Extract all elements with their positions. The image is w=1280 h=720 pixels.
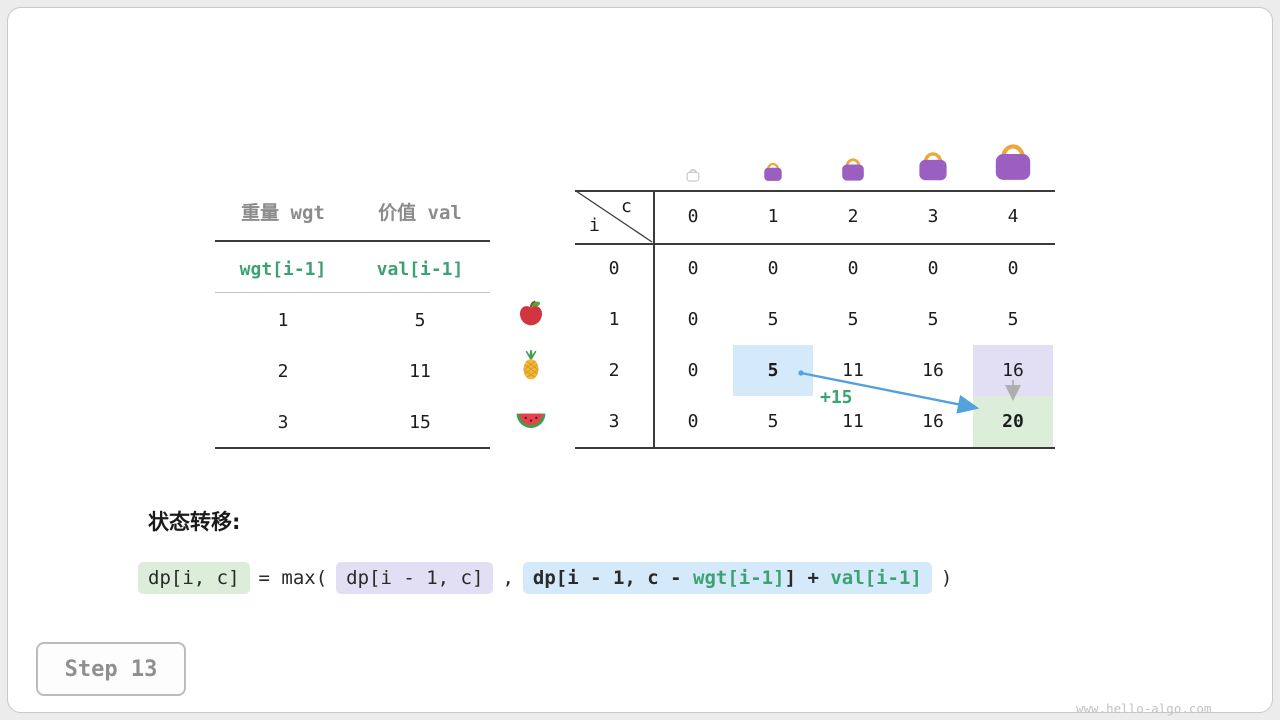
dp-row-header: 3 bbox=[608, 411, 620, 432]
item-row-val: 5 bbox=[414, 309, 426, 331]
dp-col-header: 2 bbox=[847, 206, 859, 227]
bag-outline-icon bbox=[685, 167, 701, 186]
bag-icon-large bbox=[914, 148, 952, 186]
dp-col-header: 4 bbox=[1007, 206, 1019, 227]
watermelon-icon bbox=[515, 410, 547, 434]
dp-cell: 0 bbox=[927, 258, 939, 279]
dp-cell: 5 bbox=[767, 411, 779, 432]
items-header-wgt: 重量 wgt bbox=[241, 201, 325, 224]
dp-cell: 16 bbox=[922, 360, 944, 381]
item-row-wgt: 1 bbox=[277, 309, 289, 331]
dp-current-badge: dp[i, c] bbox=[138, 562, 250, 594]
transition-title: 状态转移: bbox=[148, 510, 241, 534]
items-formula-rule bbox=[215, 292, 490, 293]
items-formula-val: val[i-1] bbox=[376, 258, 464, 280]
formula-equals: = max( bbox=[258, 567, 328, 589]
corner-row-label: i bbox=[589, 215, 600, 236]
dp-col-header: 0 bbox=[687, 206, 699, 227]
dp-cell: 0 bbox=[687, 309, 699, 330]
transition-formula: dp[i, c] = max( dp[i - 1, c] , dp[i - 1,… bbox=[138, 562, 952, 594]
dp-cell: 5 bbox=[927, 309, 939, 330]
formula-comma: , bbox=[502, 567, 514, 589]
dp-header-rule bbox=[575, 243, 1055, 245]
dp-take-badge: dp[i - 1, c - wgt[i-1]] + val[i-1] bbox=[522, 562, 932, 594]
bag-icon-medium bbox=[838, 155, 868, 186]
dp-cell-source: 5 bbox=[733, 345, 813, 396]
dp-cell: 0 bbox=[687, 258, 699, 279]
items-formula-wgt: wgt[i-1] bbox=[239, 258, 327, 280]
dp-vertical-rule bbox=[653, 190, 655, 448]
take-part-3: ] + bbox=[784, 567, 831, 589]
dp-cell-skip: 16 bbox=[973, 345, 1053, 396]
dp-cell-target: 20 bbox=[973, 396, 1053, 447]
bag-icon-small bbox=[761, 160, 785, 186]
dp-cell: 0 bbox=[687, 411, 699, 432]
items-bottom-rule bbox=[215, 447, 490, 449]
dp-cell: 0 bbox=[1007, 258, 1019, 279]
dp-row-header: 2 bbox=[608, 360, 620, 381]
dp-cell: 11 bbox=[842, 411, 864, 432]
dp-cell: 0 bbox=[847, 258, 859, 279]
item-row-wgt: 2 bbox=[277, 360, 289, 382]
dp-cell: 0 bbox=[767, 258, 779, 279]
take-part-val: val[i-1] bbox=[830, 567, 922, 589]
item-row-val: 11 bbox=[409, 360, 431, 382]
main-card bbox=[7, 7, 1273, 713]
pineapple-icon bbox=[518, 349, 544, 385]
arrow-annotation: +15 bbox=[820, 387, 853, 408]
dp-col-header: 3 bbox=[927, 206, 939, 227]
items-header-val: 价值 val bbox=[378, 201, 462, 224]
dp-cell: 5 bbox=[1007, 309, 1019, 330]
watermark: www.hello-algo.com bbox=[1076, 701, 1212, 716]
bag-icon-xlarge bbox=[989, 139, 1037, 186]
items-header-rule bbox=[215, 240, 490, 242]
take-part-1: dp[i - 1, c - bbox=[532, 567, 694, 589]
dp-top-rule bbox=[575, 190, 1055, 192]
apple-icon bbox=[516, 298, 546, 332]
dp-cell: 5 bbox=[847, 309, 859, 330]
dp-skip-badge: dp[i - 1, c] bbox=[336, 562, 494, 594]
dp-row-header: 1 bbox=[608, 309, 620, 330]
dp-bottom-rule bbox=[575, 447, 1055, 449]
item-row-val: 15 bbox=[409, 411, 431, 433]
dp-row-header: 0 bbox=[608, 258, 620, 279]
step-indicator: Step 13 bbox=[36, 642, 186, 696]
dp-cell: 5 bbox=[767, 309, 779, 330]
dp-cell: 16 bbox=[922, 411, 944, 432]
formula-close-paren: ) bbox=[940, 567, 953, 589]
item-row-wgt: 3 bbox=[277, 411, 289, 433]
dp-col-header: 1 bbox=[767, 206, 779, 227]
take-part-wgt: wgt[i-1] bbox=[693, 567, 785, 589]
corner-col-label: c bbox=[621, 196, 632, 217]
dp-cell: 0 bbox=[687, 360, 699, 381]
